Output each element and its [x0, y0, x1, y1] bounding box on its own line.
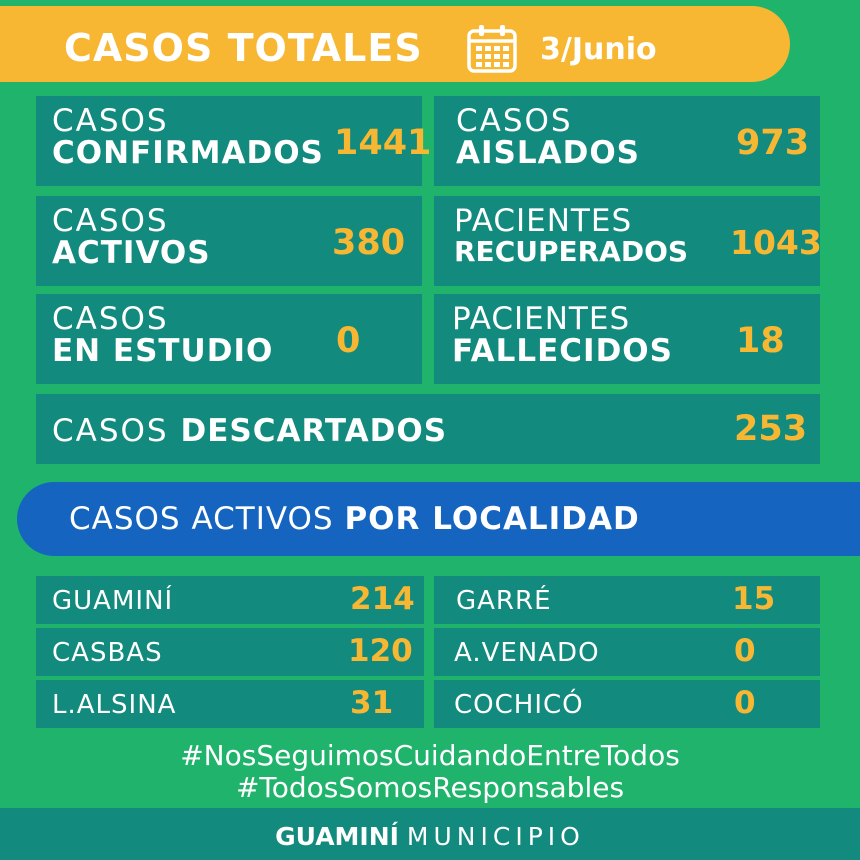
footer-brand-sub: MUNICIPIO [406, 822, 585, 851]
card-label-main: DESCARTADOS [180, 413, 448, 449]
card-aislados: CASOS AISLADOS 973 [434, 96, 820, 186]
banner-bold-text: POR LOCALIDAD [344, 501, 640, 537]
loc-value: 120 [348, 633, 413, 669]
card-fallecidos: PACIENTES FALLECIDOS 18 [434, 294, 820, 384]
loc-value: 0 [734, 633, 756, 669]
loc-row-guamini: GUAMINÍ 214 [36, 576, 424, 624]
header-banner: CASOS TOTALES 3/Junio [0, 6, 790, 82]
calendar-icon [466, 24, 518, 74]
card-value: 1043 [730, 223, 822, 262]
loc-value: 31 [350, 685, 394, 721]
loc-value: 214 [350, 581, 415, 617]
loc-row-garre: GARRÉ 15 [434, 576, 820, 624]
report-date: 3/Junio [540, 32, 657, 67]
loc-name: COCHICÓ [454, 690, 584, 720]
loc-name: GUAMINÍ [52, 586, 174, 616]
card-value: 380 [332, 223, 406, 263]
loc-name: A.VENADO [454, 638, 600, 668]
loc-value: 15 [732, 581, 776, 617]
card-recuperados: PACIENTES RECUPERADOS 1043 [434, 196, 822, 286]
card-label-top: PACIENTES [452, 301, 631, 337]
card-label-main: FALLECIDOS [452, 333, 673, 369]
localidad-banner-title: CASOS ACTIVOS POR LOCALIDAD [69, 504, 640, 535]
card-label-top: PACIENTES [454, 203, 633, 239]
loc-name: GARRÉ [456, 586, 552, 616]
loc-row-cochico: COCHICÓ 0 [434, 680, 820, 728]
loc-name: CASBAS [52, 638, 163, 668]
card-label-top: CASOS [52, 301, 169, 337]
card-label: CASOS DESCARTADOS [52, 416, 447, 447]
hashtags: #NosSeguimosCuidandoEntreTodos #TodosSom… [0, 740, 860, 804]
page-title: CASOS TOTALES [64, 26, 423, 70]
card-label-top: CASOS [52, 203, 169, 239]
localidad-banner: CASOS ACTIVOS POR LOCALIDAD [17, 482, 860, 556]
card-label-top: CASOS [52, 413, 169, 449]
card-label-main: CONFIRMADOS [52, 135, 324, 171]
card-descartados: CASOS DESCARTADOS 253 [36, 394, 820, 464]
hashtag-2: #TodosSomosResponsables [235, 771, 625, 804]
card-label-main: AISLADOS [456, 135, 641, 171]
hashtag-1: #NosSeguimosCuidandoEntreTodos [180, 739, 680, 772]
loc-row-lalsina: L.ALSINA 31 [36, 680, 424, 728]
loc-row-casbas: CASBAS 120 [36, 628, 424, 676]
card-activos: CASOS ACTIVOS 380 [36, 196, 422, 286]
card-label-top: CASOS [52, 103, 169, 139]
card-value: 0 [336, 321, 361, 361]
card-label-top: CASOS [456, 103, 573, 139]
card-label-main: RECUPERADOS [454, 235, 689, 268]
card-estudio: CASOS EN ESTUDIO 0 [36, 294, 422, 384]
banner-light-text: CASOS ACTIVOS [69, 501, 334, 537]
footer-brand-name: GUAMINÍ [275, 822, 399, 851]
card-value: 973 [736, 123, 810, 163]
loc-value: 0 [734, 685, 756, 721]
card-label-main: EN ESTUDIO [52, 333, 274, 369]
card-value: 18 [736, 321, 785, 361]
footer: GUAMINÍ MUNICIPIO [0, 808, 860, 860]
loc-name: L.ALSINA [52, 690, 177, 720]
loc-row-avenado: A.VENADO 0 [434, 628, 820, 676]
card-confirmados: CASOS CONFIRMADOS 1441 [36, 96, 431, 186]
card-value: 253 [734, 409, 808, 449]
footer-brand: GUAMINÍ MUNICIPIO [0, 824, 860, 849]
card-value: 1441 [334, 123, 432, 163]
card-label-main: ACTIVOS [52, 235, 211, 271]
